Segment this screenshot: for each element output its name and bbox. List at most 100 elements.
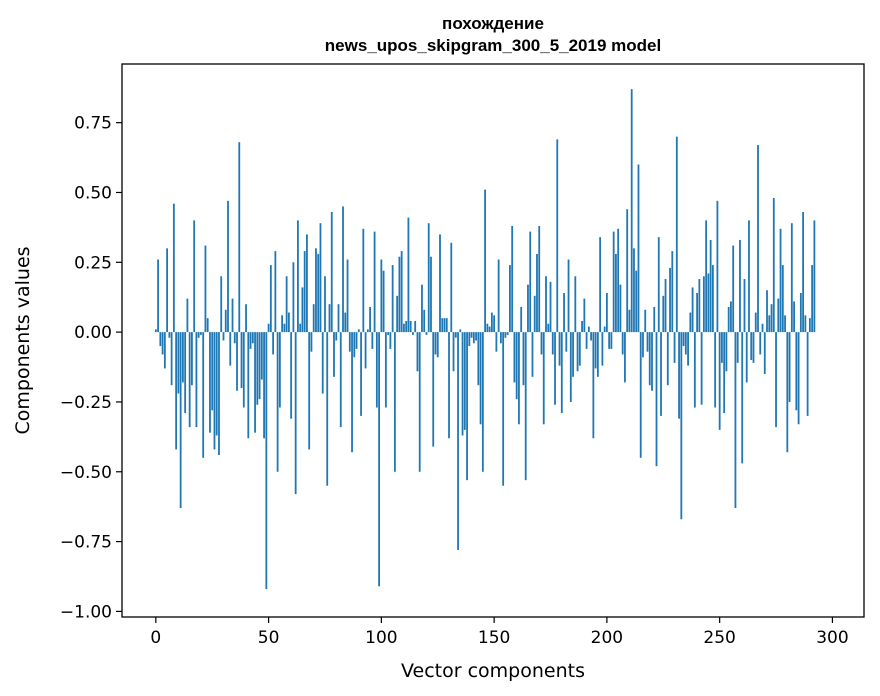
bar (743, 279, 746, 333)
bar (249, 332, 252, 349)
bar (784, 315, 786, 333)
bar (711, 265, 714, 333)
bar (766, 290, 768, 333)
bar (154, 329, 157, 333)
bar (436, 332, 439, 358)
bar (795, 332, 798, 411)
bar (612, 231, 615, 333)
bar (565, 332, 568, 352)
bar (558, 332, 561, 366)
bar (391, 265, 394, 333)
bar (240, 332, 243, 388)
bar (188, 332, 191, 428)
bar (730, 301, 732, 333)
bar (211, 332, 214, 411)
bar (382, 270, 385, 333)
y-axis-ticks: 0.75 0.50 0.25 0.00 −0.25 −0.50 −0.75 −1.00 (60, 114, 122, 622)
bar-series (154, 89, 816, 590)
bar (366, 329, 369, 333)
bar (813, 220, 816, 333)
bar (594, 332, 597, 369)
bar (470, 332, 473, 338)
bar (308, 332, 311, 450)
bar (635, 270, 638, 333)
bar (700, 332, 703, 405)
bar (624, 332, 626, 383)
bar (157, 259, 159, 333)
bar (757, 144, 759, 333)
bar (675, 136, 678, 333)
bar (745, 332, 748, 383)
bar (463, 332, 466, 430)
bar (242, 332, 245, 408)
bar (633, 248, 635, 333)
bar (754, 312, 757, 333)
bar (671, 251, 674, 333)
bar (375, 332, 378, 408)
bar (398, 256, 401, 333)
bar (251, 332, 254, 344)
bar (621, 332, 624, 355)
bar (197, 332, 200, 338)
bar (346, 259, 349, 333)
bar (448, 332, 450, 439)
bar (567, 259, 570, 333)
bar (601, 332, 604, 366)
bar (312, 304, 315, 333)
bar (276, 332, 279, 472)
x-axis-label: Vector components (401, 660, 585, 682)
bar (360, 332, 362, 416)
bar (533, 295, 536, 333)
bar (770, 304, 773, 333)
bar (511, 225, 514, 333)
bar (337, 304, 340, 333)
bar (646, 332, 649, 352)
bar (702, 276, 705, 333)
bar (450, 242, 453, 333)
bar (506, 332, 509, 335)
bar (475, 332, 477, 341)
bar (254, 332, 256, 433)
bar (328, 304, 331, 333)
bar (502, 332, 505, 486)
bar (477, 332, 480, 386)
bar (412, 332, 414, 335)
bar (369, 306, 371, 333)
bar (317, 253, 320, 333)
bar (759, 332, 762, 355)
bar (569, 332, 572, 402)
bar (168, 332, 171, 338)
bar (653, 306, 656, 333)
bar (811, 265, 814, 333)
bar (605, 293, 608, 333)
bar (466, 332, 468, 481)
bar (723, 332, 726, 414)
chart-title-line1: похождение (442, 14, 544, 33)
x-tick-label: 150 (478, 628, 510, 648)
bar (725, 332, 728, 372)
bar (479, 332, 482, 425)
bar (353, 332, 356, 358)
bar (177, 332, 180, 394)
bar (247, 332, 250, 439)
bar (355, 332, 358, 349)
bar (430, 256, 432, 333)
bar (348, 332, 351, 352)
bar (655, 332, 658, 467)
bar (272, 332, 274, 355)
bar (619, 284, 622, 333)
bar (572, 332, 574, 377)
bar (673, 332, 676, 363)
bar (520, 306, 523, 333)
y-axis-label: Components values (12, 246, 34, 434)
bar (651, 332, 653, 391)
bar (734, 332, 737, 509)
bar (739, 239, 741, 333)
bar (384, 332, 387, 408)
bar (459, 329, 462, 333)
bar (761, 323, 764, 333)
bar (297, 220, 299, 333)
bar (445, 318, 448, 333)
bar (545, 276, 547, 333)
